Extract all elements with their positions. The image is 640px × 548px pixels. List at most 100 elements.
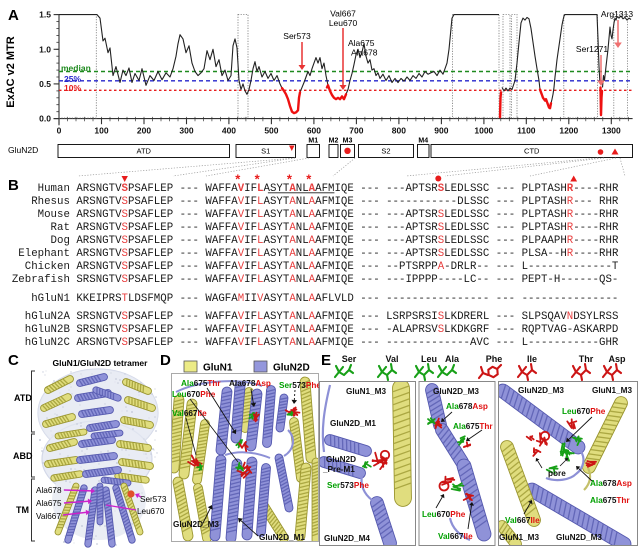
svg-text:ABD: ABD [13,451,33,461]
svg-text:CTD: CTD [524,147,540,156]
svg-text:Ala678Asp: Ala678Asp [446,402,488,411]
svg-text:Ser573Phe: Ser573Phe [327,481,369,490]
svg-text:Ser1271: Ser1271 [576,44,608,54]
svg-text:GluN2D_M3: GluN2D_M3 [518,386,564,395]
svg-text:Ala675Thr: Ala675Thr [590,496,630,505]
svg-text:S2: S2 [381,147,390,156]
svg-text:Zebrafish SRSNGTVSPSAFLEP ---: Zebrafish SRSNGTVSPSAFLEP --- WAFFAVIFLA… [12,274,619,286]
svg-text:1.0: 1.0 [39,44,51,54]
svg-text:Mouse ARSNGTVSPSAFLEP --- WAFF: Mouse ARSNGTVSPSAFLEP --- WAFFAVIFLASYTA… [12,209,619,221]
svg-text:Ala675: Ala675 [348,38,375,48]
svg-text:Ser573: Ser573 [140,495,167,504]
svg-text:Ala678: Ala678 [36,486,62,495]
svg-text:1000: 1000 [474,126,493,136]
svg-text:median: median [61,63,91,73]
svg-text:hGluN2A SRSNGTVSPSAFLEP --- WA: hGluN2A SRSNGTVSPSAFLEP --- WAFFAVIFLASY… [12,311,619,323]
svg-text:*: * [306,172,312,187]
svg-text:Human ARSNGTVSPSAFLEP --- WAFF: Human ARSNGTVSPSAFLEP --- WAFFAVIFLASYTA… [12,183,619,195]
svg-text:300: 300 [179,126,193,136]
svg-text:M1: M1 [308,138,318,145]
svg-text:200: 200 [137,126,151,136]
svg-text:Leu670Phe: Leu670Phe [422,510,466,519]
svg-text:ATD: ATD [137,147,152,156]
svg-text:GluN2D_M3: GluN2D_M3 [556,533,602,542]
svg-text:Val: Val [385,354,398,364]
svg-text:Ser573Phe: Ser573Phe [279,381,321,390]
svg-text:Ala675: Ala675 [36,499,62,508]
svg-text:GluN2D_M4: GluN2D_M4 [324,534,370,543]
svg-text:hGluN2B SRSNGTVSPSAFLEP --- WA: hGluN2B SRSNGTVSPSAFLEP --- WAFFAVIFLASY… [12,324,619,336]
svg-text:GluN1_M3: GluN1_M3 [592,386,632,395]
svg-text:TM: TM [16,505,29,515]
svg-text:D: D [160,352,171,369]
svg-text:GluN2D: GluN2D [326,455,356,464]
svg-text:900: 900 [434,126,448,136]
svg-text:GluN2D_M3: GluN2D_M3 [173,520,219,529]
svg-text:B: B [8,177,19,194]
svg-text:M3: M3 [343,138,353,145]
svg-text:1100: 1100 [517,126,536,136]
svg-text:Chicken ARSNGTVSPSAFLEP --- WA: Chicken ARSNGTVSPSAFLEP --- WAFFAVIFLASY… [12,261,619,273]
svg-text:pore: pore [548,469,566,478]
svg-text:500: 500 [264,126,278,136]
svg-text:Val667: Val667 [36,512,61,521]
svg-text:700: 700 [349,126,363,136]
svg-text:Leu670: Leu670 [137,507,165,516]
svg-text:hGluN2C ARSNGTVSPSAFLEP --- WA: hGluN2C ARSNGTVSPSAFLEP --- WAFFAVIFLASY… [12,337,619,349]
svg-text:S1: S1 [261,147,270,156]
svg-text:Elephant ARSNGTVSPSAFLEP --- W: Elephant ARSNGTVSPSAFLEP --- WAFFAVIFLAS… [12,248,619,260]
svg-text:Ile: Ile [527,354,537,364]
svg-text:GluN2D_M1: GluN2D_M1 [330,419,376,428]
svg-text:GluN1: GluN1 [203,363,233,374]
svg-text:Leu670Phe: Leu670Phe [562,407,606,416]
svg-text:10%: 10% [64,83,81,93]
svg-text:M4: M4 [418,138,428,145]
svg-text:0: 0 [57,126,62,136]
svg-text:Phe: Phe [486,354,503,364]
svg-text:E: E [321,352,331,369]
svg-text:*: * [287,172,293,187]
svg-text:Val667Ile: Val667Ile [172,409,207,418]
svg-text:1200: 1200 [559,126,578,136]
svg-text:Ala: Ala [445,354,460,364]
svg-text:GluN2D_M3: GluN2D_M3 [433,387,479,396]
svg-text:Ala675Thr: Ala675Thr [453,422,493,431]
svg-text:Ala678Asp: Ala678Asp [229,379,271,388]
svg-text:Arg1313: Arg1313 [601,9,633,19]
svg-text:Ser: Ser [342,354,357,364]
svg-text:M2: M2 [329,138,339,145]
svg-text:_Pre-M1: _Pre-M1 [322,465,355,474]
svg-text:A: A [8,7,19,24]
svg-text:100: 100 [94,126,108,136]
svg-text:0.5: 0.5 [39,79,51,89]
svg-text:GluN1_M3: GluN1_M3 [499,533,539,542]
svg-text:GluN2D: GluN2D [8,145,38,155]
svg-text:ATD: ATD [14,393,32,403]
svg-text:C: C [8,352,19,369]
svg-text:*: * [255,172,261,187]
svg-text:Leu670Phe: Leu670Phe [172,390,216,399]
svg-text:Ala678Asp: Ala678Asp [590,479,632,488]
svg-text:Val667: Val667 [330,9,356,19]
svg-text:GluN1_M3: GluN1_M3 [346,387,386,396]
svg-text:Rat ARSNGTVSPSAFLEP --- WAFFAV: Rat ARSNGTVSPSAFLEP --- WAFFAVIFLASYTANL… [12,222,619,234]
svg-text:1300: 1300 [602,126,621,136]
svg-text:600: 600 [307,126,321,136]
svg-text:GluN1/GluN2D tetramer: GluN1/GluN2D tetramer [53,358,149,368]
svg-text:1.5: 1.5 [39,10,51,20]
svg-text:ExAC v2 MTR: ExAC v2 MTR [5,36,17,108]
svg-text:400: 400 [222,126,236,136]
svg-text:hGluN1 KKEIPRSTLDSFMQP --- WAG: hGluN1 KKEIPRSTLDSFMQP --- WAGFAMIIVASYT… [12,293,619,305]
svg-text:GluN2D_M1: GluN2D_M1 [259,533,305,542]
svg-text:Val667Ile: Val667Ile [438,532,473,541]
svg-text:Rhesus ARSNGTVSPSAFLEP --- WAF: Rhesus ARSNGTVSPSAFLEP --- WAFFAVIFLASYT… [12,196,619,208]
svg-text:25%: 25% [64,74,81,84]
svg-text:Ser573: Ser573 [283,31,311,41]
svg-text:Ala678: Ala678 [351,48,378,58]
svg-text:Ala675Thr: Ala675Thr [181,379,221,388]
svg-text:GluN2D: GluN2D [273,363,310,374]
svg-text:Asp: Asp [608,354,626,364]
svg-text:0.0: 0.0 [39,114,51,124]
svg-text:Leu670: Leu670 [329,18,358,28]
svg-text:Leu: Leu [421,354,437,364]
